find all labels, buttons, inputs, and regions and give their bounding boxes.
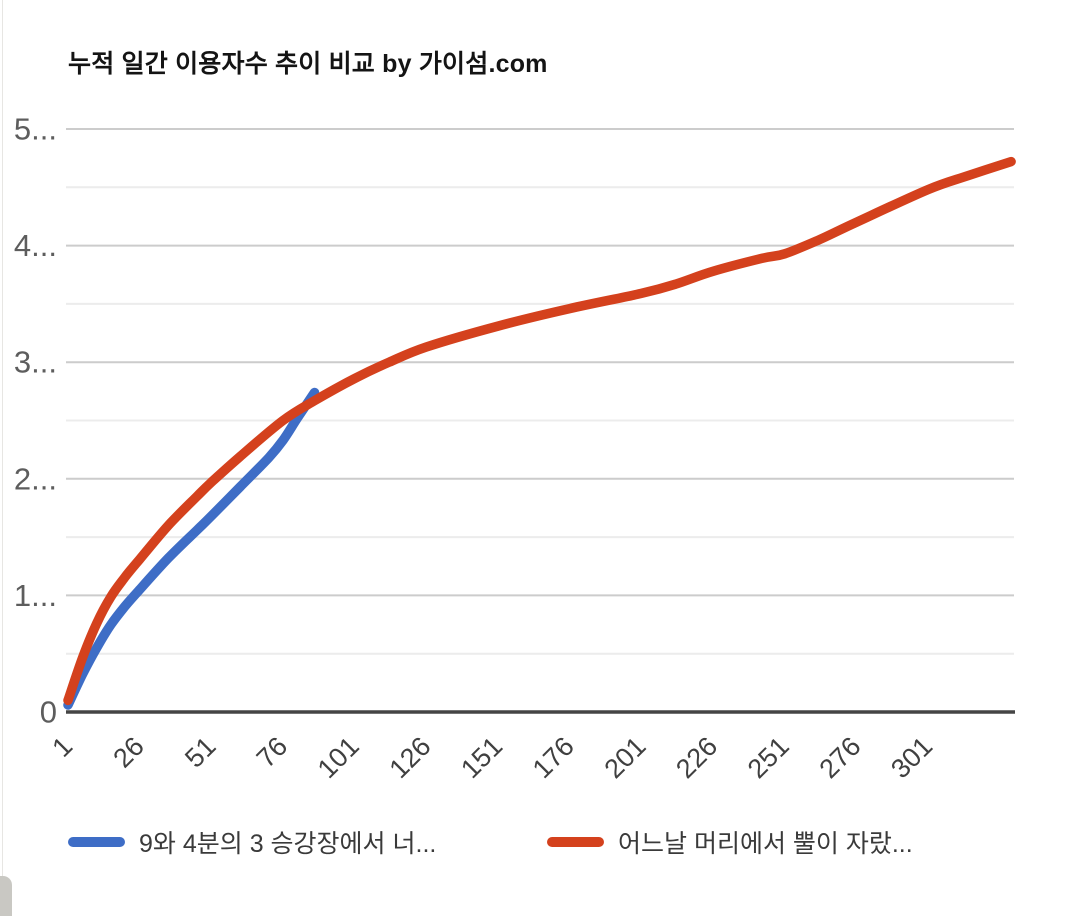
x-axis-tick-label: 1 — [46, 731, 78, 763]
bottom-left-corner-ui-fragment — [0, 876, 12, 916]
y-axis-tick-label: 1... — [14, 578, 57, 613]
x-axis-tick-label: 126 — [383, 731, 436, 784]
chart-legend: 9와 4분의 3 승강장에서 너... 어느날 머리에서 뿔이 자랐... — [0, 824, 1065, 864]
x-axis-tick-label: 101 — [312, 731, 365, 784]
y-axis-tick-label: 4... — [14, 228, 57, 263]
x-axis-tick-label: 251 — [742, 731, 795, 784]
red-line-swatch-icon — [547, 837, 604, 847]
y-axis-tick-label: 0 — [40, 695, 57, 730]
x-axis-tick-label: 176 — [527, 731, 580, 784]
blue-line-swatch-icon — [68, 837, 125, 847]
x-axis-tick-label: 226 — [670, 731, 723, 784]
x-axis-tick-label: 151 — [455, 731, 508, 784]
y-axis-tick-label: 2... — [14, 461, 57, 496]
x-axis-tick-label: 26 — [107, 731, 149, 773]
line-chart-canvas: 01...2...3...4...5...1 26 51 76 101 126 151 176… — [14, 112, 1016, 784]
legend-label-red-series: 어느날 머리에서 뿔이 자랐... — [618, 830, 913, 858]
chart-title: 누적 일간 이용자수 추이 비교 by 가이섬.com — [68, 50, 548, 78]
legend-item-red-series[interactable]: 어느날 머리에서 뿔이 자랐... — [547, 824, 913, 860]
x-axis-tick-label: 51 — [179, 731, 221, 773]
red-series-line — [63, 156, 1016, 706]
x-axis-tick-label: 301 — [885, 731, 938, 784]
x-axis-tick-label: 201 — [598, 731, 651, 784]
screenshot-edge-line — [2, 0, 3, 916]
blue-series-line — [63, 387, 320, 710]
legend-label-blue-series: 9와 4분의 3 승강장에서 너... — [139, 830, 437, 858]
y-axis-tick-label: 3... — [14, 345, 57, 380]
x-axis-tick-label: 76 — [251, 731, 293, 773]
x-axis-tick-label: 276 — [813, 731, 866, 784]
y-axis-tick-label: 5... — [14, 112, 57, 147]
legend-item-blue-series[interactable]: 9와 4분의 3 승강장에서 너... — [68, 824, 436, 860]
